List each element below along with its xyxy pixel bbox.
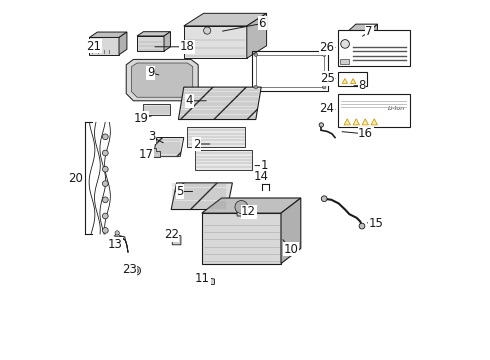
Polygon shape	[281, 198, 301, 264]
Polygon shape	[341, 59, 349, 64]
Text: 7: 7	[366, 25, 373, 38]
Polygon shape	[362, 119, 368, 125]
Text: Li-Ion: Li-Ion	[388, 105, 405, 111]
Polygon shape	[132, 63, 193, 97]
Text: 3: 3	[147, 130, 155, 143]
Polygon shape	[338, 72, 367, 86]
Polygon shape	[126, 59, 198, 101]
Polygon shape	[338, 30, 410, 66]
Text: 15: 15	[369, 217, 384, 230]
Text: 24: 24	[319, 102, 335, 115]
Circle shape	[235, 201, 248, 213]
Circle shape	[254, 53, 258, 57]
Polygon shape	[202, 198, 301, 213]
Polygon shape	[344, 119, 350, 125]
Circle shape	[134, 269, 139, 273]
Polygon shape	[342, 78, 347, 84]
Circle shape	[102, 166, 108, 172]
Circle shape	[132, 266, 141, 275]
Polygon shape	[338, 94, 410, 127]
Circle shape	[102, 228, 108, 233]
Text: 17: 17	[139, 148, 153, 161]
Text: 21: 21	[86, 40, 101, 53]
Text: 4: 4	[185, 94, 193, 107]
Polygon shape	[172, 235, 181, 245]
Text: 11: 11	[195, 273, 210, 285]
Polygon shape	[153, 138, 184, 157]
Text: 8: 8	[358, 79, 366, 92]
Polygon shape	[353, 119, 360, 125]
Text: 26: 26	[319, 41, 335, 54]
Polygon shape	[349, 24, 377, 31]
Polygon shape	[137, 32, 171, 36]
Circle shape	[102, 213, 108, 219]
Polygon shape	[184, 26, 247, 58]
Circle shape	[115, 237, 120, 241]
Polygon shape	[144, 104, 171, 115]
Text: 1: 1	[261, 159, 269, 172]
Polygon shape	[201, 278, 215, 284]
Text: 10: 10	[284, 243, 298, 256]
Polygon shape	[171, 183, 232, 210]
Text: 9: 9	[147, 66, 154, 79]
Polygon shape	[349, 31, 370, 50]
Circle shape	[341, 40, 349, 48]
Circle shape	[321, 196, 327, 202]
Polygon shape	[119, 32, 127, 55]
Polygon shape	[370, 24, 377, 50]
Text: 20: 20	[68, 172, 82, 185]
Polygon shape	[90, 37, 119, 55]
Text: 12: 12	[241, 205, 256, 218]
Polygon shape	[152, 148, 160, 157]
Polygon shape	[187, 127, 245, 147]
Polygon shape	[184, 13, 267, 26]
Circle shape	[102, 134, 108, 140]
Circle shape	[319, 123, 323, 127]
Circle shape	[102, 150, 108, 156]
Polygon shape	[178, 87, 261, 120]
Circle shape	[322, 85, 326, 89]
Circle shape	[359, 223, 365, 229]
Circle shape	[115, 234, 120, 238]
Circle shape	[115, 231, 120, 235]
Text: 5: 5	[176, 185, 184, 198]
Text: 18: 18	[179, 40, 194, 53]
Text: 6: 6	[259, 17, 266, 30]
Circle shape	[102, 197, 108, 203]
Polygon shape	[202, 213, 281, 264]
Polygon shape	[237, 209, 242, 216]
Polygon shape	[164, 32, 171, 51]
Text: 16: 16	[358, 127, 373, 140]
Polygon shape	[195, 150, 252, 170]
Polygon shape	[90, 32, 127, 37]
Circle shape	[102, 181, 108, 186]
Text: 25: 25	[319, 72, 335, 85]
Text: 13: 13	[107, 238, 122, 251]
Polygon shape	[371, 119, 377, 125]
Text: 23: 23	[122, 263, 137, 276]
Text: 19: 19	[134, 112, 149, 125]
Circle shape	[204, 27, 211, 34]
Circle shape	[254, 85, 258, 89]
Circle shape	[322, 53, 326, 57]
Text: 22: 22	[164, 228, 179, 241]
Polygon shape	[350, 78, 356, 84]
Text: 2: 2	[193, 138, 200, 150]
Text: 14: 14	[254, 170, 269, 183]
Polygon shape	[137, 36, 164, 51]
Polygon shape	[247, 13, 267, 58]
